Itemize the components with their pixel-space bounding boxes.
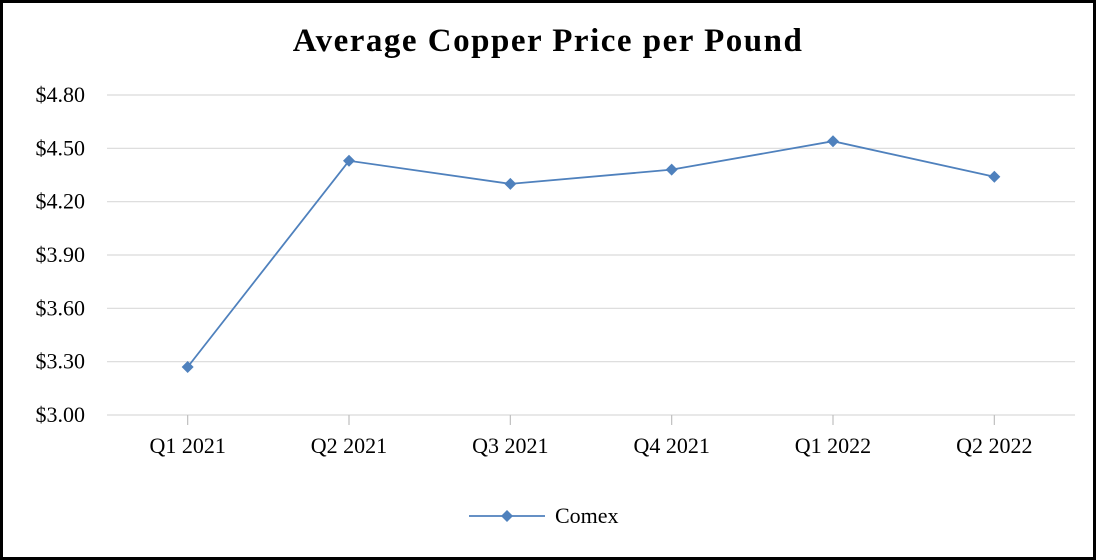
legend-marker: [501, 510, 513, 522]
y-tick-label: $4.50: [36, 135, 86, 160]
line-chart: Average Copper Price per Pound $3.00 $3.3…: [36, 23, 1075, 528]
y-tick-label: $3.60: [36, 295, 86, 320]
y-tick-label: $3.30: [36, 349, 86, 374]
x-tick-label: Q1 2022: [795, 433, 871, 458]
x-axis: Q1 2021 Q2 2021 Q3 2021 Q4 2021 Q1 2022 Q2 20…: [149, 415, 1033, 458]
x-tick-label: Q1 2021: [149, 433, 225, 458]
y-tick-label: $4.80: [36, 82, 86, 107]
x-tick-label: Q2 2022: [956, 433, 1032, 458]
series-comex: [181, 135, 1001, 373]
y-axis-labels: $3.00 $3.30 $3.60 $3.90 $4.20 $4.50 $4.80: [36, 82, 86, 427]
data-point: [988, 170, 1001, 183]
gridlines: [107, 94, 1075, 416]
data-point: [343, 154, 355, 167]
y-tick-label: $4.20: [36, 189, 86, 214]
legend: Comex: [469, 503, 619, 528]
x-tick-label: Q3 2021: [472, 433, 548, 458]
chart-title: Average Copper Price per Pound: [293, 23, 804, 59]
x-tick-label: Q4 2021: [633, 433, 709, 458]
data-point: [181, 361, 194, 373]
y-tick-label: $3.90: [36, 242, 86, 267]
y-tick-label: $3.00: [36, 402, 86, 427]
data-point: [665, 163, 678, 176]
x-tick-label: Q2 2021: [311, 433, 387, 458]
data-point: [504, 177, 517, 190]
series-line: [186, 140, 995, 368]
legend-label: Comex: [555, 503, 619, 528]
data-point: [827, 135, 839, 148]
